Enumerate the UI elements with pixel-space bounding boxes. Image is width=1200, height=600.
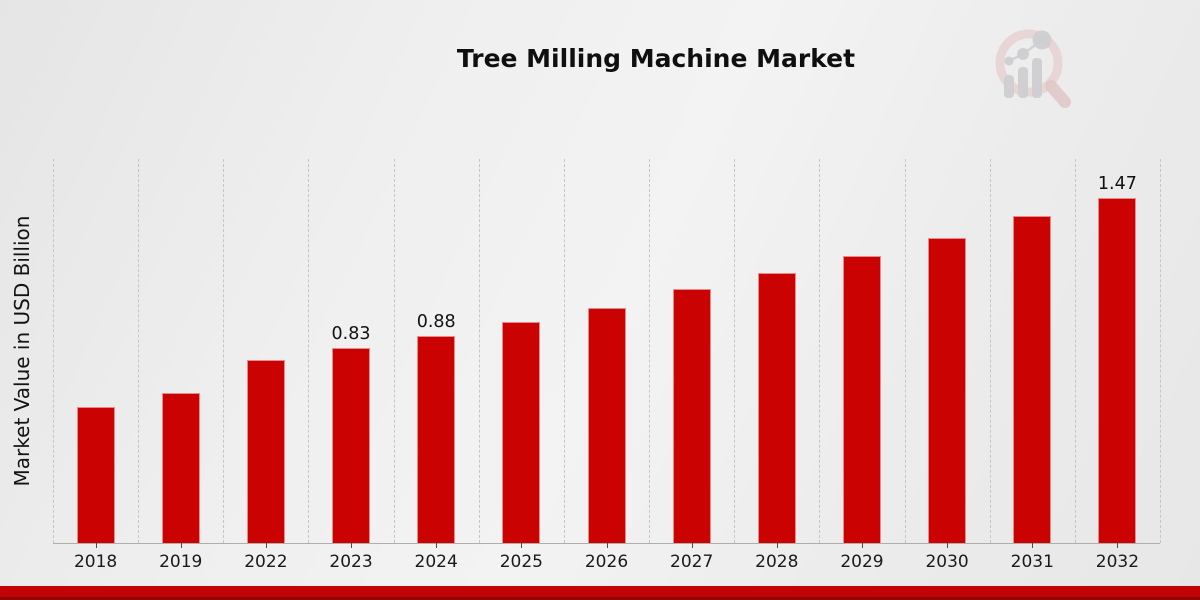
x-tick-label-2029: 2029	[840, 552, 884, 572]
bar-2027	[672, 289, 711, 543]
bar-2024	[417, 336, 456, 543]
mrfr-magnifier-logo-watermark	[995, 29, 1071, 108]
x-tick-label-2028: 2028	[755, 552, 799, 572]
bar-2030	[928, 237, 967, 543]
gridline	[393, 159, 395, 543]
gridline	[138, 159, 140, 543]
x-axis-tick	[95, 543, 97, 548]
bar-2025	[502, 322, 541, 543]
bar-2022	[246, 359, 285, 543]
bar-2023	[332, 347, 371, 543]
bar-2026	[587, 308, 626, 543]
x-tick-label-2030: 2030	[925, 552, 969, 572]
bar-2031	[1013, 216, 1052, 543]
x-tick-label-2032: 2032	[1095, 552, 1140, 572]
x-tick-label-2025: 2025	[499, 552, 543, 572]
x-axis-tick	[351, 543, 353, 548]
gridline	[563, 159, 565, 543]
bar-2019	[161, 392, 200, 543]
x-tick-label-2024: 2024	[414, 552, 458, 572]
x-axis-tick	[861, 543, 863, 548]
x-tick-label-2019: 2019	[159, 552, 203, 572]
x-axis-tick	[606, 543, 608, 548]
x-axis-tick	[180, 543, 182, 548]
x-axis-tick	[947, 543, 949, 548]
logo-dot-mid-icon	[1017, 48, 1029, 60]
x-axis-tick	[776, 543, 778, 548]
bar-2029	[842, 256, 881, 543]
gridline	[223, 159, 225, 543]
x-axis-tick	[1032, 543, 1034, 548]
bar-2028	[757, 272, 796, 543]
bar-2018	[76, 406, 115, 543]
gridline	[1074, 159, 1076, 543]
bar-value-label-2032: 1.47	[1097, 173, 1137, 194]
gridline	[478, 159, 480, 543]
x-axis-tick	[436, 543, 438, 548]
x-tick-label-2022: 2022	[244, 552, 288, 572]
bar-value-label-2023: 0.83	[331, 323, 371, 344]
x-tick-label-2027: 2027	[670, 552, 714, 572]
bar-chart-plot-area: 2018 2019 2022 0.83 2023 0.88 2024 2025 2026 2027…	[53, 159, 1161, 572]
x-axis-tick	[521, 543, 523, 548]
x-tick-label-2023: 2023	[329, 552, 373, 572]
x-axis-tick	[691, 543, 693, 548]
logo-bar2-icon	[1018, 67, 1028, 98]
x-axis-tick	[1117, 543, 1119, 548]
bar-2032	[1098, 197, 1137, 543]
chart-title: Tree Milling Machine Market	[456, 44, 856, 73]
magnifier-ring-icon	[995, 29, 1063, 97]
footer-red-band	[0, 586, 1200, 600]
logo-bar1-icon	[1004, 75, 1014, 98]
magnifier-handle-icon	[1045, 80, 1071, 108]
logo-bar3-icon	[1032, 58, 1042, 98]
gridline	[53, 159, 54, 543]
bar-value-label-2024: 0.88	[416, 312, 456, 333]
gridline	[989, 159, 991, 543]
gridline	[308, 159, 310, 543]
gridline	[734, 159, 736, 543]
x-tick-label-2026: 2026	[584, 552, 629, 572]
gridline	[1160, 159, 1161, 543]
x-tick-label-2018: 2018	[73, 552, 118, 572]
logo-dot-small-icon	[1004, 56, 1014, 66]
gridline	[904, 159, 906, 543]
logo-dot-big-icon	[1032, 30, 1052, 50]
gridline	[819, 159, 821, 543]
gridline	[649, 159, 651, 543]
x-axis-tick	[265, 543, 267, 548]
x-tick-label-2031: 2031	[1010, 552, 1054, 572]
y-axis-label: Market Value in USD Billion	[10, 215, 34, 487]
